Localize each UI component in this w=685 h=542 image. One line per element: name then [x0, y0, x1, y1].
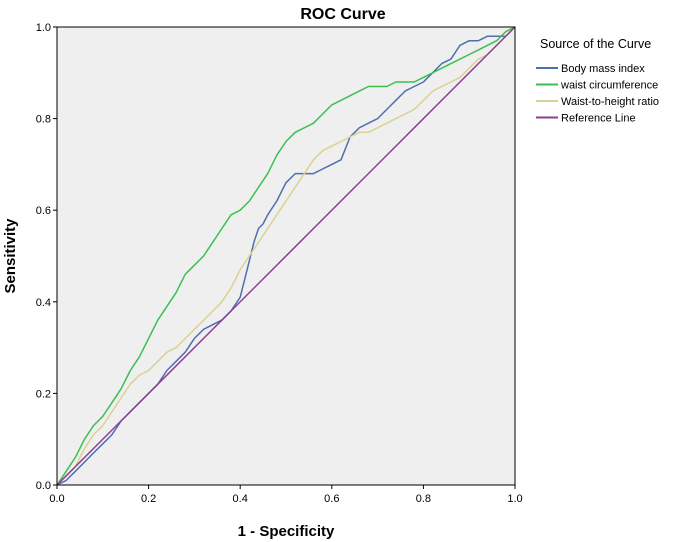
y-tick-label: 1.0	[36, 22, 51, 34]
y-axis: 0.0 0.2 0.4 0.6 0.8 1.0	[36, 22, 57, 492]
series-layer	[56, 26, 516, 486]
legend-label-4: Reference Line	[561, 113, 636, 125]
x-tick-label: 1.0	[507, 493, 522, 505]
series-line-4	[56, 26, 516, 486]
x-tick-label: 0.6	[324, 493, 339, 505]
y-tick-label: 0.6	[36, 205, 51, 217]
legend-label-3: Waist-to-height ratio	[561, 96, 659, 108]
y-tick-label: 0.2	[36, 388, 51, 400]
x-axis-label: 1 - Specificity	[238, 523, 335, 540]
x-tick-label: 0.2	[141, 493, 156, 505]
legend-label-2: waist circumference	[560, 80, 658, 92]
legend: Source of the Curve Body mass index waist…	[536, 37, 659, 125]
series-line-2	[56, 26, 516, 486]
legend-title: Source of the Curve	[540, 37, 651, 51]
x-tick-label: 0.8	[416, 493, 431, 505]
plot-frame	[56, 26, 516, 486]
series-line-3	[56, 26, 516, 486]
y-tick-label: 0.0	[36, 480, 51, 492]
y-tick-label: 0.8	[36, 114, 51, 126]
legend-label-1: Body mass index	[561, 63, 645, 75]
y-tick-label: 0.4	[36, 297, 51, 309]
x-tick-label: 0.4	[233, 493, 248, 505]
chart-title: ROC Curve	[300, 6, 385, 23]
x-tick-label: 0.0	[49, 493, 64, 505]
x-axis: 0.0 0.2 0.4 0.6 0.8 1.0	[49, 485, 523, 505]
y-axis-label: Sensitivity	[2, 218, 19, 294]
